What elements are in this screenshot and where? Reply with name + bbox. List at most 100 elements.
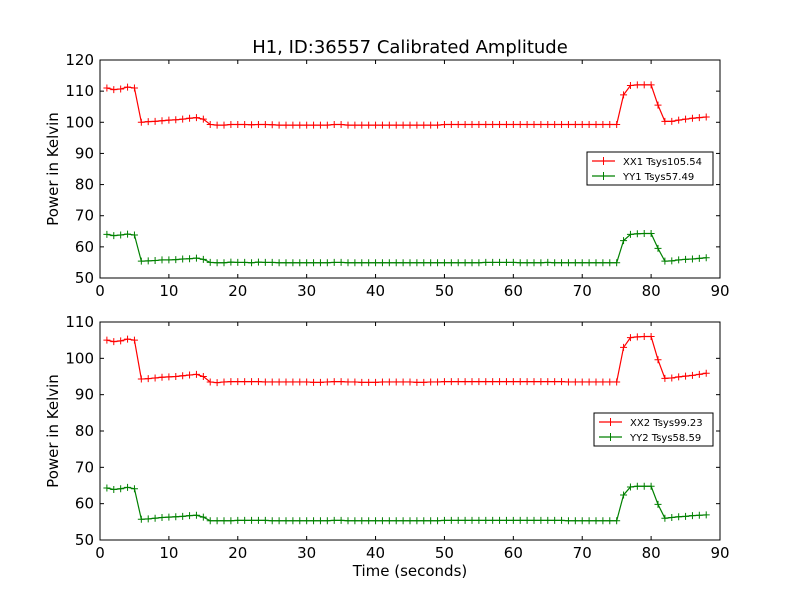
data-point-marker	[578, 378, 586, 386]
data-point-marker	[592, 120, 600, 128]
data-point-marker	[620, 491, 628, 499]
data-point-marker	[475, 516, 483, 524]
data-point-marker	[447, 120, 455, 128]
x-axis-label: Time (seconds)	[352, 562, 468, 580]
data-point-marker	[606, 259, 614, 267]
data-point-marker	[151, 374, 159, 382]
data-point-marker	[606, 378, 614, 386]
data-point-marker	[564, 120, 572, 128]
x-tick-label: 40	[366, 282, 385, 300]
data-point-marker	[124, 230, 132, 238]
data-point-marker	[675, 116, 683, 124]
data-point-marker	[124, 335, 132, 343]
x-tick-label: 90	[710, 544, 729, 562]
data-point-marker	[165, 256, 173, 264]
data-point-marker	[509, 120, 517, 128]
data-point-marker	[282, 378, 290, 386]
data-point-marker	[599, 517, 607, 525]
data-point-marker	[489, 516, 497, 524]
x-tick-label: 20	[228, 282, 247, 300]
data-point-marker	[606, 120, 614, 128]
data-point-marker	[668, 257, 676, 265]
data-point-marker	[516, 259, 524, 267]
data-point-marker	[213, 379, 221, 387]
data-point-marker	[427, 121, 435, 129]
data-point-marker	[454, 516, 462, 524]
data-point-marker	[558, 378, 566, 386]
data-point-marker	[620, 237, 628, 245]
data-point-marker	[585, 259, 593, 267]
data-point-marker	[268, 121, 276, 129]
data-point-marker	[206, 378, 214, 386]
data-point-marker	[323, 517, 331, 525]
data-point-marker	[613, 259, 621, 267]
data-point-marker	[399, 378, 407, 386]
data-point-marker	[192, 370, 200, 378]
data-point-marker	[186, 371, 194, 379]
data-point-marker	[392, 378, 400, 386]
data-point-marker	[640, 81, 648, 89]
y-tick-label: 60	[75, 238, 94, 256]
plot-frame	[99, 59, 721, 279]
data-point-marker	[192, 254, 200, 262]
data-point-marker	[275, 259, 283, 267]
data-point-marker	[675, 373, 683, 381]
data-point-marker	[144, 375, 152, 383]
data-point-marker	[344, 121, 352, 129]
figure-title: H1, ID:36557 Calibrated Amplitude	[252, 37, 568, 58]
data-point-marker	[130, 231, 138, 239]
data-point-marker	[468, 378, 476, 386]
legend-marker	[599, 157, 608, 165]
y-tick-label: 70	[75, 207, 94, 225]
data-point-marker	[675, 256, 683, 264]
x-tick-label: 10	[159, 282, 178, 300]
data-point-marker	[248, 516, 256, 524]
data-point-marker	[372, 259, 380, 267]
data-point-marker	[254, 120, 262, 128]
data-point-marker	[227, 120, 235, 128]
data-point-marker	[303, 259, 311, 267]
data-point-marker	[337, 258, 345, 266]
y-axis-label: Power in Kelvin	[44, 112, 62, 226]
data-point-marker	[268, 378, 276, 386]
data-point-marker	[220, 259, 228, 267]
data-point-marker	[199, 115, 207, 123]
data-point-marker	[675, 513, 683, 521]
data-point-marker	[130, 336, 138, 344]
data-point-marker	[482, 120, 490, 128]
data-point-marker	[303, 517, 311, 525]
data-point-marker	[241, 378, 249, 386]
data-point-marker	[151, 257, 159, 265]
data-point-marker	[392, 259, 400, 267]
data-point-marker	[158, 373, 166, 381]
data-point-marker	[626, 483, 634, 491]
data-point-marker	[124, 83, 132, 91]
x-tick-label: 30	[297, 544, 316, 562]
data-point-marker	[392, 121, 400, 129]
data-point-marker	[103, 230, 111, 238]
data-point-marker	[626, 334, 634, 342]
data-point-marker	[172, 513, 180, 521]
data-point-marker	[165, 116, 173, 124]
data-point-marker	[640, 482, 648, 490]
data-point-marker	[310, 517, 318, 525]
data-point-marker	[613, 517, 621, 525]
data-point-marker	[206, 258, 214, 266]
data-point-marker	[220, 121, 228, 129]
legend-label: XX2 Tsys99.23	[630, 418, 703, 429]
data-point-marker	[261, 120, 269, 128]
data-point-marker	[234, 258, 242, 266]
data-point-marker	[130, 84, 138, 92]
data-point-marker	[461, 378, 469, 386]
data-point-marker	[296, 259, 304, 267]
data-point-marker	[117, 485, 125, 493]
data-point-marker	[640, 229, 648, 237]
data-point-marker	[537, 259, 545, 267]
y-tick-label: 100	[65, 349, 94, 367]
data-point-marker	[137, 375, 145, 383]
x-tick-label: 50	[435, 544, 454, 562]
legend-label: YY1 Tsys57.49	[622, 172, 694, 183]
y-tick-label: 50	[75, 531, 94, 549]
data-point-marker	[661, 257, 669, 265]
data-point-marker	[544, 516, 552, 524]
